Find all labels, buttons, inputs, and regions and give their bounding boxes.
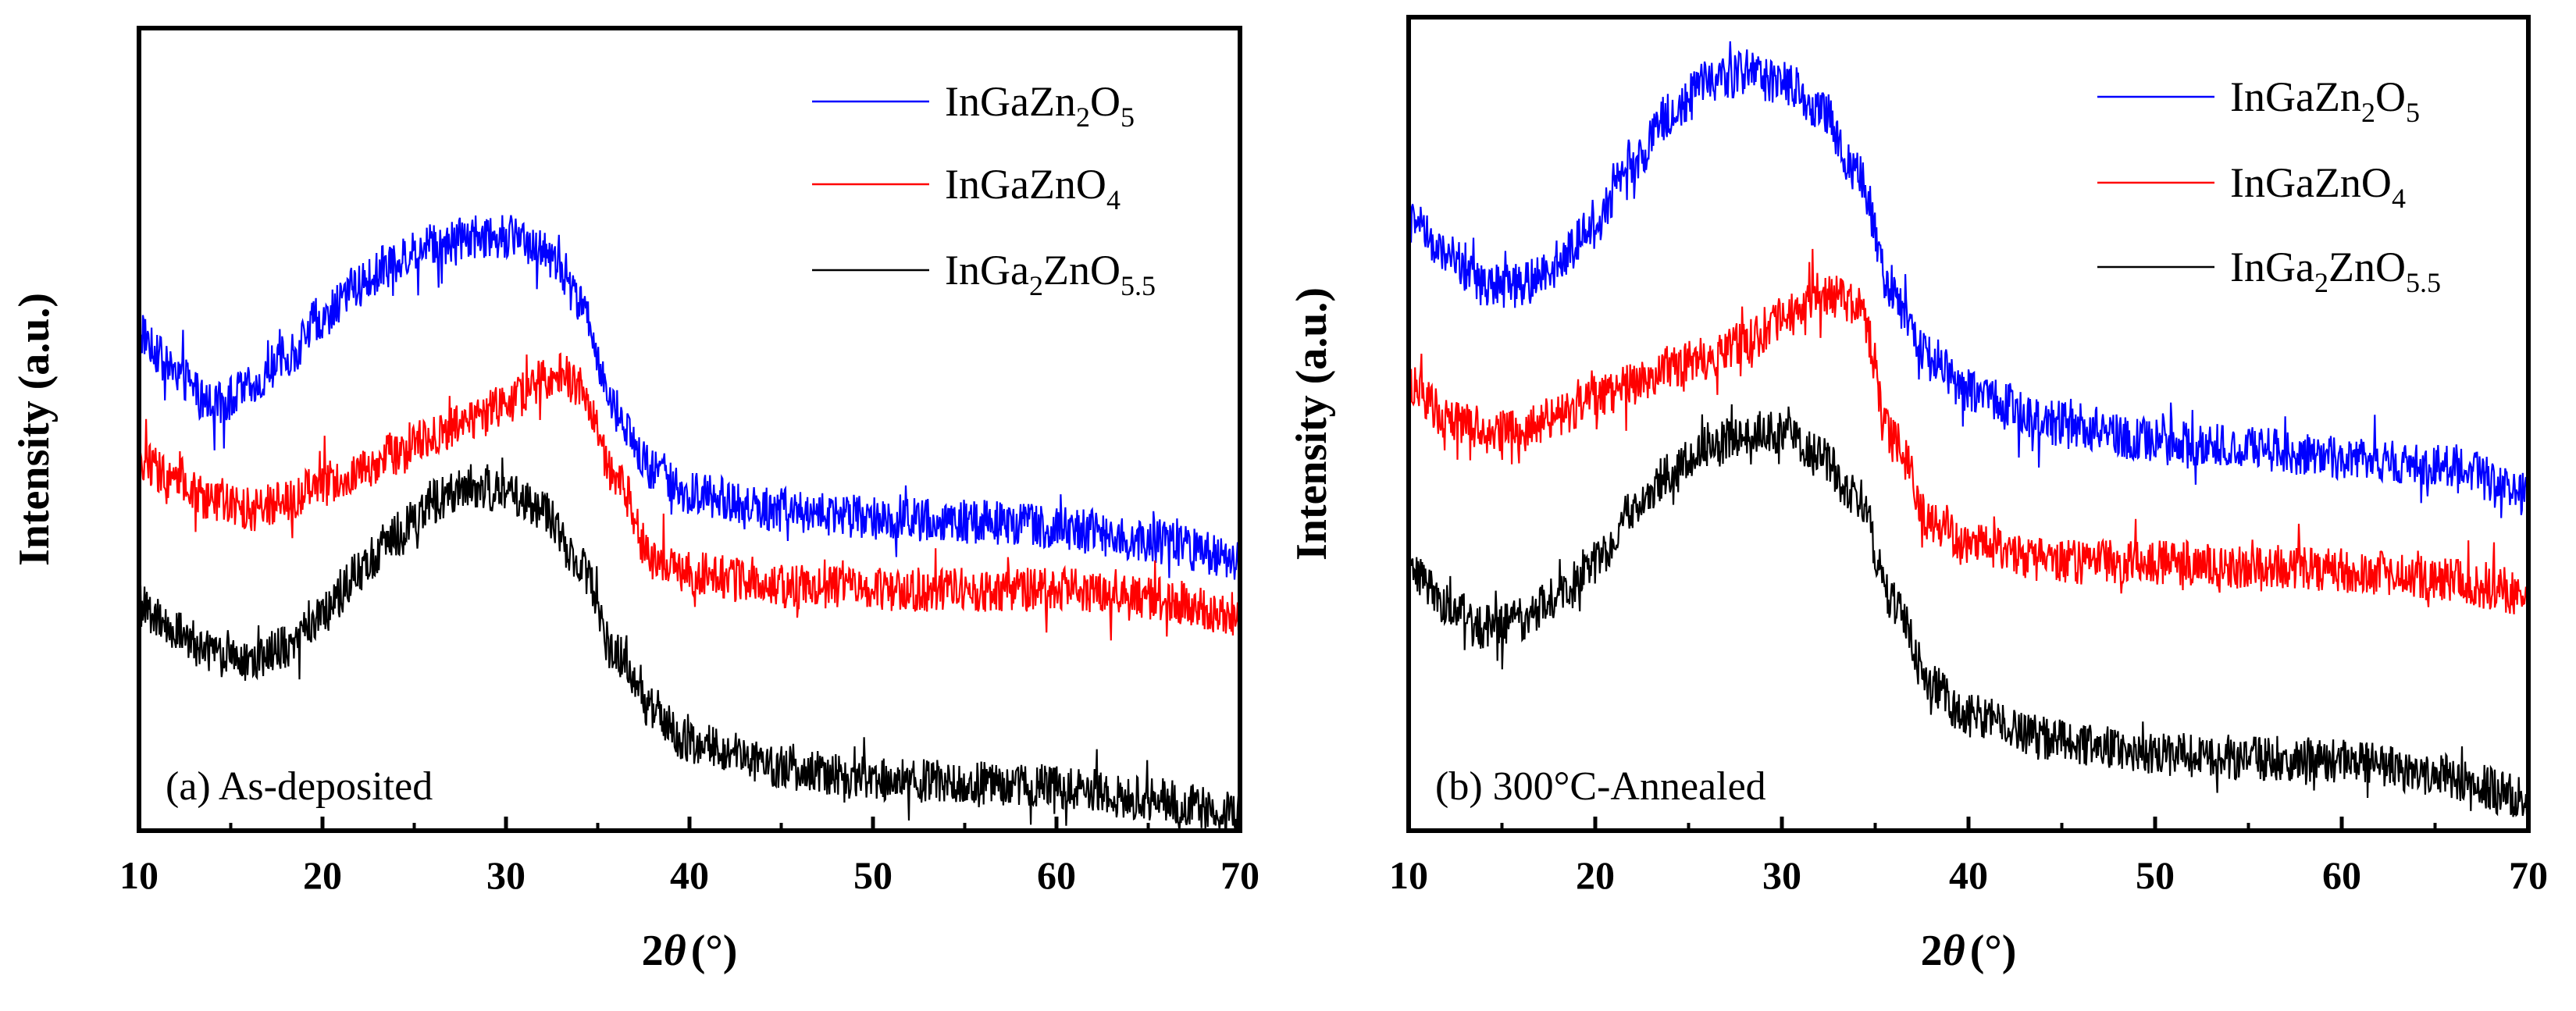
x-tick-label: 20 bbox=[1576, 853, 1615, 897]
y-axis-label: Intensity (a.u.) bbox=[10, 293, 59, 566]
x-tick-label: 30 bbox=[486, 853, 526, 897]
legend-label: InGaZn2O5 bbox=[945, 78, 1135, 133]
series-line-InGa2ZnO5.5 bbox=[1409, 404, 2528, 817]
x-tick-label: 20 bbox=[303, 853, 342, 897]
legend-label: InGa2ZnO5.5 bbox=[945, 247, 1156, 301]
series-line-InGa2ZnO5.5 bbox=[139, 457, 1240, 831]
x-axis-label: 2θ (°) bbox=[642, 927, 738, 975]
series-line-InGaZn2O5 bbox=[139, 215, 1240, 580]
panel-annotation: (b) 300°C-Annealed bbox=[1435, 764, 1766, 809]
legend-label: InGa2ZnO5.5 bbox=[2230, 244, 2441, 298]
x-tick-label: 50 bbox=[2136, 853, 2175, 897]
x-tick-label: 60 bbox=[1037, 853, 1076, 897]
series-line-InGaZnO4 bbox=[1409, 248, 2528, 614]
x-tick-label: 70 bbox=[2509, 853, 2548, 897]
x-tick-label: 50 bbox=[853, 853, 893, 897]
x-tick-label: 70 bbox=[1220, 853, 1259, 897]
x-axis-label: 2θ (°) bbox=[1921, 927, 2017, 975]
x-tick-label: 10 bbox=[1389, 853, 1428, 897]
series-line-InGaZn2O5 bbox=[1409, 41, 2528, 518]
x-tick-label: 60 bbox=[2322, 853, 2361, 897]
x-tick-label: 40 bbox=[670, 853, 709, 897]
x-tick-label: 40 bbox=[1949, 853, 1988, 897]
legend-label: InGaZnO4 bbox=[2230, 159, 2406, 214]
panel-b: 10 20 30 40 50 60 70 2θ (°) Intensity (a.u.) InGaZ… bbox=[1288, 15, 2548, 975]
panel-annotation: (a) As-deposited bbox=[166, 764, 433, 809]
panel-a: 10 20 30 40 50 60 70 2θ (°) Intensity (a.u.) InGaZ… bbox=[10, 26, 1259, 975]
plot-frame bbox=[137, 26, 1242, 833]
y-axis-label: Intensity (a.u.) bbox=[1288, 287, 1336, 561]
series-line-InGaZnO4 bbox=[139, 352, 1240, 641]
x-tick-label: 30 bbox=[1762, 853, 1801, 897]
legend-label: InGaZn2O5 bbox=[2230, 73, 2420, 128]
x-tick-label: 10 bbox=[119, 853, 159, 897]
legend-label: InGaZnO4 bbox=[945, 161, 1121, 215]
